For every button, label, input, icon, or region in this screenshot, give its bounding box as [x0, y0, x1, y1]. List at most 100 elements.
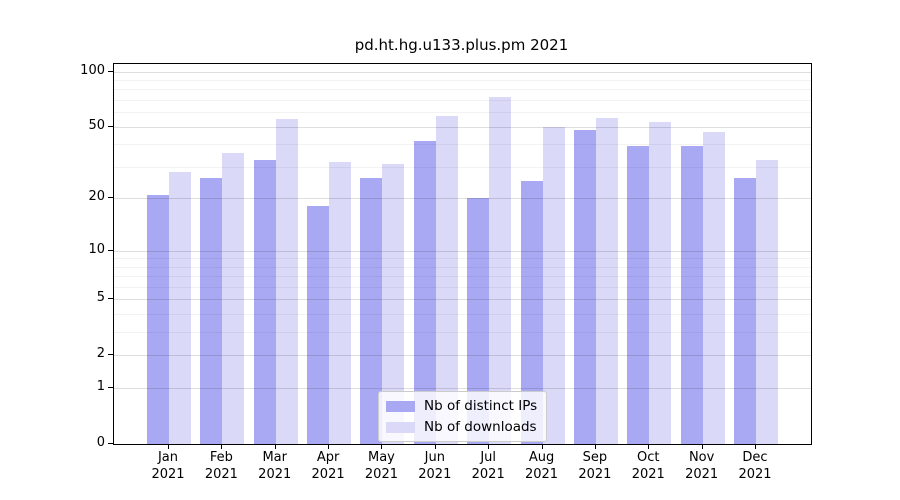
x-tick-label: Feb 2021	[189, 449, 253, 483]
major-gridline	[114, 250, 811, 252]
legend-label: Nb of downloads	[424, 419, 537, 435]
x-tick-year: 2021	[204, 467, 238, 482]
x-tick-label: Jan 2021	[136, 449, 200, 483]
bar-downloads	[275, 119, 298, 444]
major-gridline	[114, 355, 811, 357]
y-tick-label: 1	[96, 379, 105, 394]
y-tick-mark	[108, 71, 113, 72]
x-tick-label: Aug 2021	[510, 449, 574, 483]
minor-gridline	[114, 314, 811, 316]
minor-gridline	[114, 89, 811, 91]
legend-item: Nb of distinct IPs	[386, 398, 537, 414]
y-tick-label: 0	[96, 435, 105, 450]
bar-downloads	[382, 164, 405, 444]
y-tick-mark	[108, 443, 113, 444]
y-tick-mark	[108, 354, 113, 355]
x-tick-year: 2021	[418, 467, 452, 482]
x-tick-mark	[755, 444, 756, 449]
bar-distinct-ips	[307, 206, 330, 444]
y-tick-mark	[108, 298, 113, 299]
bar-downloads	[542, 126, 565, 444]
x-tick-mark	[701, 444, 703, 449]
x-tick-year: 2021	[578, 467, 612, 482]
x-tick-year: 2021	[631, 467, 665, 482]
x-tick-year: 2021	[524, 467, 559, 482]
x-tick-year: 2021	[258, 467, 292, 482]
minor-gridline	[114, 332, 811, 334]
x-tick-year: 2021	[311, 467, 345, 482]
bar-downloads	[595, 117, 618, 444]
x-tick-label: Jul 2021	[456, 449, 520, 483]
bar-downloads	[435, 116, 458, 444]
bar-distinct-ips	[200, 178, 223, 444]
minor-gridline	[114, 266, 811, 268]
bar-distinct-ips	[147, 194, 169, 444]
bar-downloads	[649, 122, 672, 444]
minor-gridline	[114, 100, 811, 102]
y-tick-mark	[108, 250, 113, 251]
bar-distinct-ips	[253, 159, 276, 444]
y-tick-label: 10	[88, 242, 105, 257]
y-tick-label: 100	[80, 63, 105, 78]
plot-area: Nb of distinct IPs Nb of downloads	[113, 63, 812, 445]
legend: Nb of distinct IPs Nb of downloads	[378, 391, 548, 442]
y-tick-mark	[108, 387, 113, 388]
bar-distinct-ips	[573, 130, 596, 444]
x-tick-year: 2021	[364, 467, 398, 482]
y-tick-mark	[108, 197, 113, 198]
minor-gridline	[114, 112, 811, 114]
bar-downloads	[702, 131, 725, 444]
bar-downloads	[329, 161, 352, 444]
major-gridline	[114, 299, 811, 301]
x-tick-mark	[328, 444, 330, 449]
x-tick-year: 2021	[685, 467, 719, 482]
major-gridline	[114, 126, 811, 128]
x-tick-mark	[541, 444, 543, 449]
legend-swatch	[386, 421, 415, 433]
y-tick-label: 20	[88, 189, 105, 204]
legend-swatch	[386, 400, 415, 412]
x-tick-label: Mar 2021	[243, 449, 307, 483]
x-tick-mark	[594, 444, 596, 449]
x-tick-year: 2021	[738, 467, 772, 482]
bar-distinct-ips	[413, 140, 436, 444]
x-tick-label: Nov 2021	[670, 449, 734, 483]
minor-gridline	[114, 276, 811, 278]
bar-distinct-ips	[627, 146, 650, 444]
legend-label: Nb of distinct IPs	[424, 398, 538, 414]
x-tick-mark	[274, 444, 276, 449]
minor-gridline	[114, 287, 811, 288]
minor-gridline	[114, 80, 811, 81]
x-tick-label: Jun 2021	[403, 449, 467, 483]
bar-downloads	[169, 172, 191, 444]
bar-distinct-ips	[467, 198, 490, 444]
major-gridline	[114, 71, 811, 73]
x-tick-mark	[648, 444, 650, 449]
bar-downloads	[489, 96, 512, 444]
bar-downloads	[756, 159, 778, 444]
minor-gridline	[114, 144, 811, 146]
bar-downloads	[222, 152, 245, 444]
x-tick-label: Apr 2021	[296, 449, 360, 483]
x-tick-year: 2021	[471, 467, 505, 482]
x-tick-mark	[381, 444, 383, 449]
x-tick-mark	[434, 444, 436, 449]
x-tick-mark	[168, 444, 169, 449]
x-tick-label: Oct 2021	[616, 449, 680, 483]
y-tick-mark	[108, 126, 113, 127]
minor-gridline	[114, 166, 811, 168]
bar-distinct-ips	[680, 146, 703, 444]
x-tick-year: 2021	[151, 467, 185, 482]
bar-distinct-ips	[520, 181, 543, 444]
bar-distinct-ips	[360, 178, 383, 444]
legend-item: Nb of downloads	[386, 419, 537, 435]
x-tick-label: May 2021	[349, 449, 413, 483]
x-tick-label: Dec 2021	[723, 449, 787, 483]
x-tick-mark	[488, 444, 490, 449]
y-tick-label: 50	[88, 118, 105, 133]
minor-gridline	[114, 258, 811, 260]
major-gridline	[114, 388, 811, 390]
y-tick-label: 2	[96, 346, 105, 361]
x-tick-label: Sep 2021	[563, 449, 627, 483]
